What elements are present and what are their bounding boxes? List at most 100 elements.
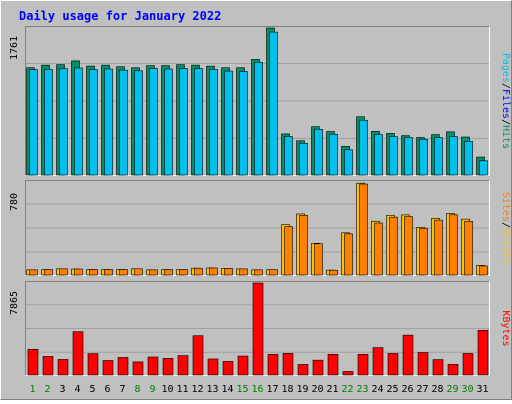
kbytes-bar-21 bbox=[327, 353, 339, 376]
panel-frame-light bbox=[25, 281, 490, 376]
kbytes-bar-26 bbox=[402, 334, 414, 376]
day-label-30: 30 bbox=[461, 384, 473, 395]
sites-bar-19 bbox=[299, 215, 308, 276]
legend: Pages/Files/Hits bbox=[500, 53, 511, 149]
files-bar-31 bbox=[479, 160, 488, 176]
legend-item: Pages bbox=[500, 53, 511, 83]
panel-frame-dark bbox=[25, 26, 490, 176]
sites-bar-11 bbox=[179, 269, 188, 276]
kbytes-bar-11 bbox=[177, 355, 189, 376]
files-bar-20 bbox=[314, 129, 323, 176]
sites-bar-2 bbox=[44, 269, 53, 276]
files-bar-26 bbox=[404, 137, 413, 176]
sites-bar-15 bbox=[239, 268, 248, 276]
legend-item: Hits bbox=[500, 125, 511, 149]
day-label-13: 13 bbox=[206, 384, 218, 395]
sites-bar-14 bbox=[224, 268, 233, 276]
files-bar-21 bbox=[329, 133, 338, 176]
day-label-4: 4 bbox=[74, 384, 80, 395]
files-bar-2 bbox=[44, 69, 53, 176]
files-bar-13 bbox=[209, 69, 218, 176]
legend-item: Sites bbox=[500, 192, 511, 222]
sites-bar-16 bbox=[254, 269, 263, 276]
files-bar-30 bbox=[464, 140, 473, 176]
day-label-1: 1 bbox=[29, 384, 35, 395]
kbytes-bar-18 bbox=[282, 353, 294, 376]
panel-frame-dark bbox=[25, 180, 490, 276]
day-label-10: 10 bbox=[161, 384, 173, 395]
kbytes-bar-25 bbox=[387, 353, 399, 376]
day-label-11: 11 bbox=[176, 384, 188, 395]
kbytes-bar-27 bbox=[417, 352, 429, 376]
day-label-28: 28 bbox=[431, 384, 443, 395]
legend-item: KBytes bbox=[500, 310, 511, 346]
kbytes-bar-17 bbox=[267, 354, 279, 376]
files-bar-7 bbox=[119, 69, 128, 176]
sites-bar-31 bbox=[479, 265, 488, 276]
y-max-label: 7865 bbox=[9, 291, 20, 315]
kbytes-bar-23 bbox=[357, 353, 369, 376]
kbytes-bar-15 bbox=[237, 355, 249, 376]
files-bar-18 bbox=[284, 136, 293, 176]
kbytes-bar-16 bbox=[252, 282, 264, 376]
legend-item: / bbox=[500, 119, 511, 125]
sites-bar-26 bbox=[404, 216, 413, 276]
day-label-25: 25 bbox=[386, 384, 398, 395]
sites-bar-29 bbox=[449, 214, 458, 276]
files-bar-25 bbox=[389, 136, 398, 176]
files-bar-5 bbox=[89, 69, 98, 176]
files-bar-27 bbox=[419, 138, 428, 176]
kbytes-bar-9 bbox=[147, 356, 159, 376]
day-label-15: 15 bbox=[236, 384, 248, 395]
y-max-label: 1761 bbox=[9, 36, 20, 60]
kbytes-bar-1 bbox=[27, 348, 39, 376]
sites-bar-3 bbox=[59, 268, 68, 276]
day-label-18: 18 bbox=[281, 384, 293, 395]
files-bar-9 bbox=[149, 68, 158, 176]
panel-frame-dark bbox=[25, 281, 490, 376]
sites-bar-21 bbox=[329, 269, 338, 276]
day-label-12: 12 bbox=[191, 384, 203, 395]
sites-bar-18 bbox=[284, 226, 293, 276]
sites-bar-23 bbox=[359, 183, 368, 276]
day-label-2: 2 bbox=[44, 384, 50, 395]
kbytes-bar-31 bbox=[477, 330, 489, 376]
day-label-22: 22 bbox=[341, 384, 353, 395]
kbytes-bar-29 bbox=[447, 364, 459, 376]
kbytes-bar-10 bbox=[162, 358, 174, 376]
day-label-14: 14 bbox=[221, 384, 233, 395]
files-bar-8 bbox=[134, 70, 143, 176]
sites-bar-1 bbox=[29, 269, 38, 276]
kbytes-bar-8 bbox=[132, 361, 144, 376]
sites-bar-4 bbox=[74, 268, 83, 276]
files-bar-15 bbox=[239, 71, 248, 176]
day-label-27: 27 bbox=[416, 384, 428, 395]
files-bar-11 bbox=[179, 68, 188, 176]
day-label-31: 31 bbox=[476, 384, 488, 395]
x-axis-labels: 1 2 3 4 5 6 7 8 9 10 11 12 13 14 15 16 17 18 19 20 21 22 23 24 2… bbox=[29, 384, 488, 395]
kbytes-bar-14 bbox=[222, 361, 234, 376]
day-label-7: 7 bbox=[119, 384, 125, 395]
sites-bar-10 bbox=[164, 269, 173, 276]
sites-bar-8 bbox=[134, 268, 143, 276]
day-label-5: 5 bbox=[89, 384, 95, 395]
kbytes-bar-28 bbox=[432, 359, 444, 376]
files-bar-23 bbox=[359, 119, 368, 176]
files-bar-4 bbox=[74, 67, 83, 176]
sites-bar-20 bbox=[314, 243, 323, 276]
sites-bar-28 bbox=[434, 219, 443, 276]
day-label-8: 8 bbox=[134, 384, 140, 395]
kbytes-bar-7 bbox=[117, 357, 129, 376]
panel-visits-sites: 780 Sites/Visits bbox=[9, 180, 511, 276]
kbytes-bar-24 bbox=[372, 347, 384, 376]
sites-bar-12 bbox=[194, 267, 203, 276]
kbytes-bar-20 bbox=[312, 359, 324, 376]
kbytes-bar-19 bbox=[297, 364, 309, 376]
day-label-20: 20 bbox=[311, 384, 323, 395]
legend-item: Files bbox=[500, 89, 511, 119]
sites-bar-24 bbox=[374, 222, 383, 276]
kbytes-bar-4 bbox=[72, 331, 84, 376]
